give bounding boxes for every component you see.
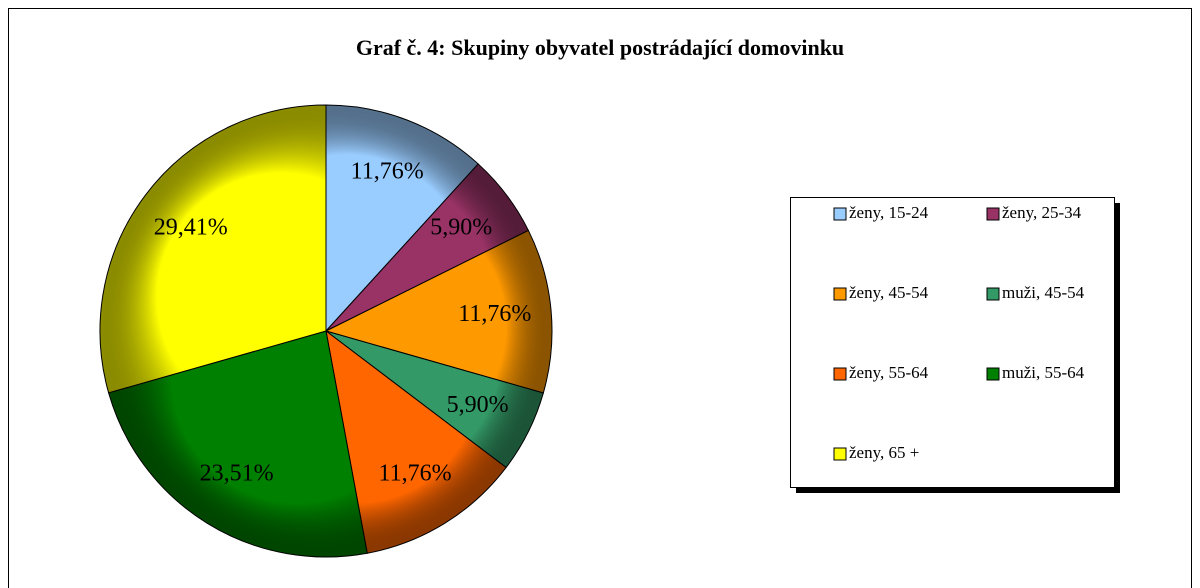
legend-label: ženy, 65 + (849, 443, 919, 462)
data-label: 5,90% (430, 214, 492, 240)
legend-swatch (833, 207, 847, 221)
legend-label: ženy, 55-64 (849, 363, 929, 382)
legend-box (790, 197, 1115, 488)
legend-label: ženy, 15-24 (849, 203, 929, 222)
data-label: 11,76% (351, 158, 424, 184)
legend-swatch (986, 287, 1000, 301)
chart-title: Graf č. 4: Skupiny obyvatel postrádající… (356, 35, 844, 60)
legend-swatch (833, 367, 847, 381)
pie-shade (325, 329, 507, 554)
legend-swatch (833, 287, 847, 301)
data-label: 5,90% (447, 392, 509, 418)
legend-label: muži, 45-54 (1002, 283, 1085, 302)
data-label: 29,41% (154, 214, 228, 240)
pie-shade (324, 229, 553, 394)
legend-swatch (986, 207, 1000, 221)
pie-shade (325, 104, 479, 333)
pie-shade (99, 104, 327, 394)
legend-label: ženy, 45-54 (849, 283, 929, 302)
legend-label: ženy, 25-34 (1002, 203, 1082, 222)
legend-swatch (833, 447, 847, 461)
data-label: 11,76% (378, 461, 451, 487)
legend-label: muži, 55-64 (1002, 363, 1085, 382)
data-label: 11,76% (458, 301, 531, 327)
pie-shade (108, 330, 368, 558)
legend-swatch (986, 367, 1000, 381)
data-label: 23,51% (200, 461, 274, 487)
